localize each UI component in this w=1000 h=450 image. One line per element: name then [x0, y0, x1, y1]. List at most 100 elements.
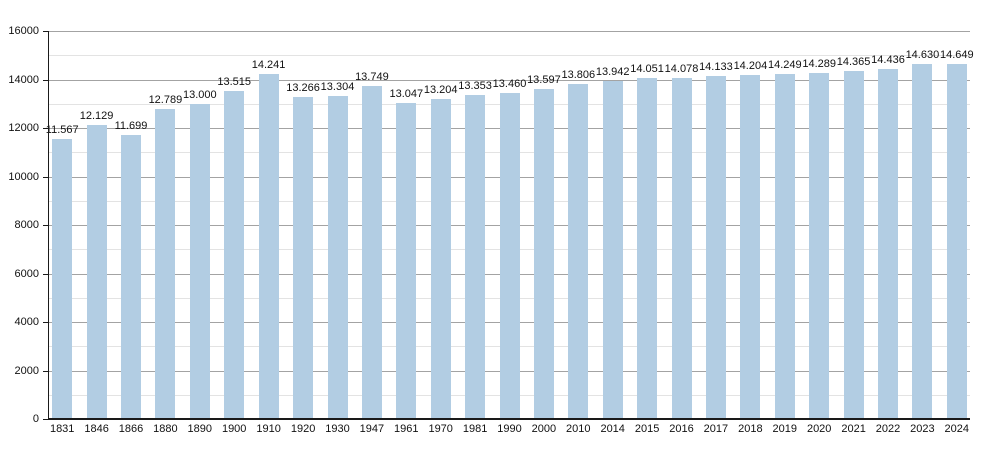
bar-1920 — [293, 97, 314, 419]
bar-2023 — [912, 64, 933, 419]
bar-2017 — [705, 76, 726, 419]
y-axis-tick — [43, 419, 48, 420]
bar-value-label: 13.204 — [423, 83, 458, 96]
bar-value-label: 14.436 — [871, 53, 905, 66]
y-axis-label: 14000 — [8, 73, 39, 86]
y-axis-label: 8000 — [14, 219, 39, 231]
bar-2018 — [740, 74, 761, 419]
y-axis-tick — [43, 79, 48, 81]
bar-2019 — [774, 73, 795, 419]
bar-value-label: 13.304 — [320, 81, 355, 94]
y-axis-label: 12000 — [8, 122, 39, 134]
x-axis-label-2015: 2015 — [634, 423, 660, 435]
bar-2020 — [809, 72, 830, 419]
x-axis-label-1981: 1981 — [462, 423, 488, 435]
x-axis-label-1990: 1990 — [497, 423, 522, 435]
bar-value-label: 14.241 — [251, 58, 286, 71]
bar-2014 — [602, 80, 623, 419]
x-axis-label-1880: 1880 — [153, 423, 178, 435]
x-axis-label-2010: 2010 — [566, 423, 591, 435]
bar-1961 — [396, 102, 417, 419]
y-axis-label: 16000 — [8, 25, 39, 37]
y-axis-tick — [43, 322, 48, 323]
x-axis-label-2020: 2020 — [806, 423, 832, 435]
x-axis-label-1961: 1961 — [394, 423, 419, 435]
bar-1970 — [430, 98, 451, 419]
bar-value-label: 13.047 — [389, 87, 424, 100]
bar-value-label: 13.749 — [355, 70, 389, 83]
bar-2022 — [878, 68, 898, 419]
y-axis-label: 6000 — [14, 267, 39, 280]
minor-gridline — [48, 55, 970, 57]
bar-value-label: 14.249 — [767, 58, 802, 71]
y-axis-line — [48, 31, 49, 419]
x-axis-label-2018: 2018 — [738, 423, 763, 435]
bar-2000 — [533, 89, 554, 419]
bar-2024 — [946, 63, 967, 419]
x-axis-label-2017: 2017 — [703, 423, 729, 435]
x-axis-label-1890: 1890 — [187, 423, 213, 435]
x-axis-label-1970: 1970 — [428, 423, 453, 435]
bar-value-label: 13.942 — [595, 65, 630, 78]
x-axis-label-2023: 2023 — [910, 423, 935, 435]
y-axis-label: 10000 — [8, 170, 39, 183]
bar-value-label: 14.133 — [699, 61, 733, 74]
y-axis-tick — [43, 176, 48, 178]
x-axis-label-2022: 2022 — [875, 423, 901, 435]
bar-1900 — [224, 91, 245, 419]
x-axis-label-1900: 1900 — [221, 423, 247, 435]
bar-2015 — [637, 78, 658, 419]
major-gridline — [48, 31, 970, 32]
bar-value-label: 11.699 — [114, 120, 148, 133]
x-axis-line — [48, 418, 970, 420]
y-axis-tick — [43, 225, 48, 226]
bar-value-label: 13.515 — [217, 76, 252, 89]
bar-value-label: 12.789 — [148, 93, 183, 106]
bar-1910 — [258, 73, 279, 419]
bar-value-label: 12.129 — [79, 109, 114, 122]
x-axis-label-1910: 1910 — [256, 423, 281, 435]
y-axis-tick — [43, 273, 48, 275]
bar-value-label: 14.204 — [733, 59, 768, 72]
bar-value-label: 13.460 — [492, 77, 527, 90]
bar-1981 — [465, 95, 486, 419]
x-axis-label-1947: 1947 — [359, 423, 385, 435]
bar-1880 — [155, 108, 176, 419]
bar-value-label: 13.806 — [561, 69, 596, 82]
x-axis-label-1930: 1930 — [325, 423, 350, 435]
x-axis-label-2016: 2016 — [669, 423, 694, 435]
x-axis-label-1831: 1831 — [49, 423, 75, 435]
x-axis-label-2019: 2019 — [772, 423, 798, 435]
x-axis-label-1920: 1920 — [290, 423, 316, 435]
y-axis-tick — [43, 128, 48, 129]
bar-1846 — [86, 124, 107, 419]
x-axis-label-2021: 2021 — [841, 423, 866, 435]
bar-value-label: 14.051 — [630, 63, 664, 76]
x-axis-label-2024: 2024 — [944, 423, 970, 435]
bar-2021 — [843, 70, 864, 419]
bar-value-label: 11.567 — [45, 123, 79, 136]
bar-1930 — [327, 96, 348, 419]
bar-value-label: 13.000 — [182, 88, 217, 101]
x-axis-label-1846: 1846 — [84, 423, 109, 435]
bar-1890 — [189, 103, 210, 420]
x-axis-label-1866: 1866 — [118, 423, 144, 435]
bar-value-label: 14.365 — [836, 55, 871, 68]
y-axis-tick — [43, 370, 48, 372]
bar-value-label: 13.266 — [286, 82, 320, 95]
y-axis-label: 4000 — [14, 316, 39, 328]
y-axis-label: 0 — [32, 413, 39, 425]
bar-value-label: 14.649 — [939, 48, 974, 61]
bar-value-label: 13.597 — [527, 74, 561, 87]
bar-2010 — [568, 84, 589, 419]
bar-1866 — [121, 135, 141, 419]
bar-1947 — [361, 85, 382, 419]
bar-1990 — [499, 92, 520, 419]
bar-2016 — [671, 77, 692, 419]
y-axis-tick — [43, 31, 48, 32]
bar-value-label: 14.078 — [664, 62, 699, 75]
x-axis-label-2014: 2014 — [600, 423, 625, 435]
bar-value-label: 14.289 — [802, 57, 837, 70]
bar-value-label: 13.353 — [458, 80, 492, 93]
